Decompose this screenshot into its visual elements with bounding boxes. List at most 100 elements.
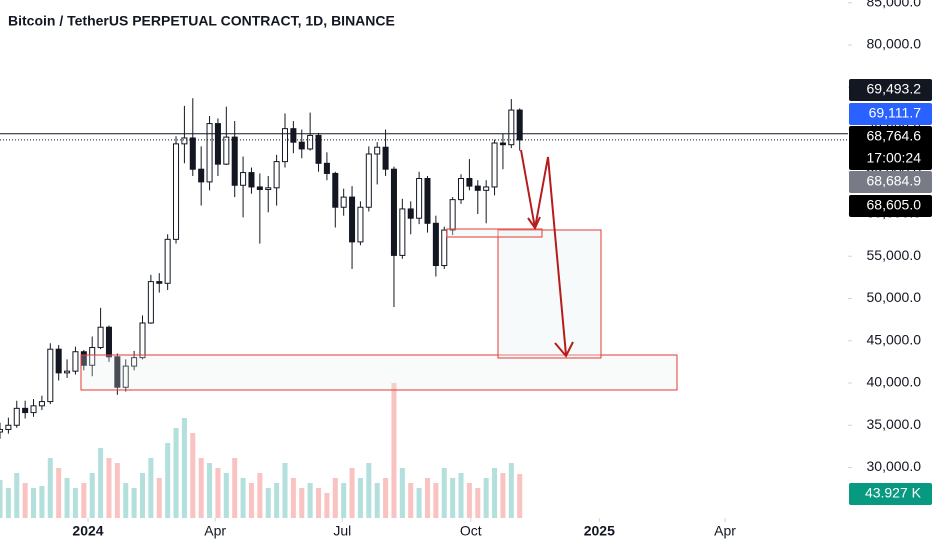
volume-bar: [64, 478, 70, 518]
candle-body: [508, 109, 515, 146]
candle-body: [365, 153, 372, 208]
candle-body: [189, 137, 196, 170]
volume-bar: [433, 483, 439, 518]
volume-bar: [383, 478, 389, 518]
volume-bar: [290, 478, 296, 518]
volume-bar: [198, 458, 204, 518]
volume-bar: [399, 468, 405, 518]
price-label: 69,493.2: [867, 81, 922, 97]
x-tick-label: Apr: [714, 523, 736, 539]
candle-body: [416, 178, 423, 219]
volume-bar: [265, 488, 271, 518]
candle-body: [307, 134, 314, 150]
candle-body: [173, 143, 180, 240]
volume-bar: [475, 488, 481, 518]
volume-bar: [232, 458, 238, 518]
candle-body: [248, 172, 255, 188]
candle-body: [441, 229, 448, 267]
y-tick-label: 85,000.0: [867, 0, 922, 9]
candle-body: [499, 142, 506, 146]
volume-bar: [31, 488, 37, 518]
candle-body: [139, 322, 146, 359]
candle-body: [281, 128, 289, 163]
candle-body: [449, 199, 456, 231]
candle-layer: [0, 98, 523, 439]
volume-bar: [458, 473, 464, 518]
candle-body: [164, 238, 171, 284]
candle-body: [55, 348, 62, 374]
candle-body: [357, 206, 364, 243]
volume-bar: [357, 478, 363, 518]
candle-body: [114, 356, 121, 388]
volume-bar: [508, 463, 514, 518]
support-zone: [80, 354, 678, 391]
arrow-head: [527, 216, 541, 231]
candle-body: [265, 187, 272, 190]
candle-body: [64, 370, 71, 374]
price-label-box: [849, 126, 932, 170]
volume-bar: [424, 478, 431, 518]
candle-body: [72, 351, 79, 372]
target-box: [497, 229, 602, 359]
candle-body: [5, 424, 12, 430]
volume-bar: [89, 473, 95, 518]
candle-body: [214, 123, 221, 165]
candle-body: [432, 222, 439, 267]
candle-body: [340, 196, 347, 208]
volume-bar: [441, 468, 447, 518]
volume-bar: [299, 488, 305, 518]
y-tick-label: 30,000.0: [867, 458, 922, 474]
volume-bar: [316, 488, 322, 518]
volume-bar: [349, 468, 355, 518]
candle-body: [407, 208, 414, 219]
y-tick-label: 55,000.0: [867, 247, 922, 263]
volume-bar: [215, 468, 221, 518]
candle-body: [424, 178, 431, 224]
volume-bar: [156, 478, 162, 518]
candle-body: [0, 428, 4, 433]
arrow-head: [554, 341, 574, 358]
volume-bar: [106, 458, 112, 518]
candle-body: [147, 281, 154, 324]
volume-bar: [148, 458, 154, 518]
chart-title: Bitcoin / TetherUS PERPETUAL CONTRACT, 1…: [8, 13, 395, 29]
candle-body: [181, 137, 188, 145]
volume-bar: [416, 488, 422, 518]
volume-bar: [274, 483, 280, 518]
candle-body: [315, 134, 322, 164]
candle-body: [382, 146, 389, 170]
candle-body: [332, 172, 339, 208]
x-tick-label: 2024: [72, 523, 103, 539]
volume-bar: [366, 463, 372, 518]
candle-body: [491, 142, 498, 188]
volume-bar: [98, 448, 104, 518]
candle-body: [349, 196, 356, 243]
candle-body: [273, 161, 280, 189]
y-tick-label: 80,000.0: [867, 36, 922, 52]
candle-body: [122, 365, 129, 388]
y-tick-label: 50,000.0: [867, 289, 922, 305]
volume-bar: [492, 468, 498, 518]
drawings: [80, 149, 678, 391]
volume-bar: [466, 483, 472, 518]
volume-bar: [14, 473, 20, 518]
candle-body: [390, 168, 397, 256]
candle-body: [231, 136, 238, 186]
candle-body: [458, 178, 465, 201]
volume-bar: [307, 483, 313, 518]
candle-body: [516, 109, 523, 141]
price-label: 68,684.9: [867, 173, 922, 189]
volume-bar: [207, 463, 213, 518]
volume-bar: [332, 478, 338, 518]
volume-bar: [47, 458, 53, 518]
candle-body: [466, 178, 473, 187]
volume-bar: [81, 483, 87, 518]
x-tick-label: Jul: [333, 523, 351, 539]
candle-body: [198, 168, 205, 183]
price-label: 69,111.7: [869, 105, 922, 121]
candle-body: [483, 186, 490, 191]
volume-bar: [173, 428, 179, 518]
volume-label-box: [849, 483, 932, 505]
